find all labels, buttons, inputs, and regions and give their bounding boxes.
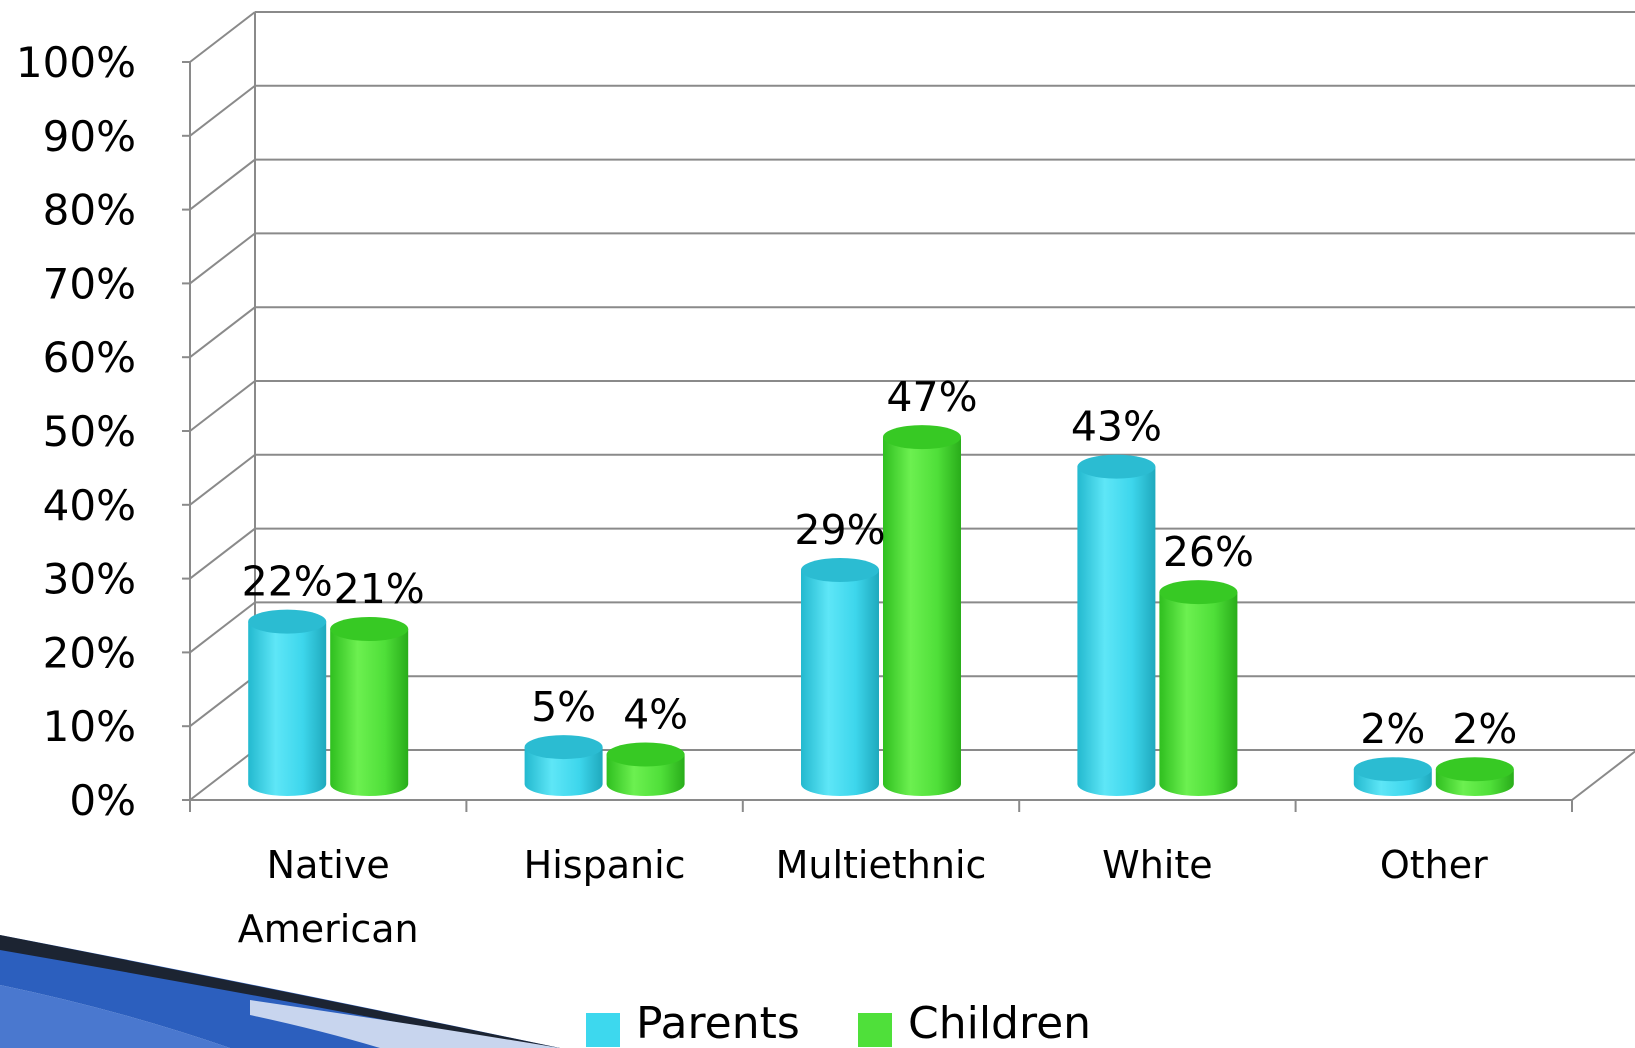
y-tick-label: 100% — [16, 38, 136, 87]
y-tick-label: 80% — [43, 186, 136, 235]
data-label: 5% — [531, 683, 596, 731]
gridline — [182, 84, 1635, 137]
gridline — [182, 749, 256, 801]
y-tick-label: 30% — [43, 555, 136, 604]
gridline — [182, 380, 1635, 432]
y-tick-label: 60% — [43, 333, 136, 382]
legend-item-children: Children — [858, 998, 1091, 1048]
legend-label: Children — [908, 998, 1091, 1048]
data-label: 4% — [623, 690, 688, 738]
x-tick-label: Native — [267, 843, 390, 887]
plot-area: 0% 10% 20% 30% 40% 50% 60% 70% 80% 90% 100% 22% 21%… — [16, 11, 1635, 951]
bar-children — [1435, 757, 1514, 796]
data-label: 26% — [1163, 528, 1254, 576]
bar-parents — [801, 557, 879, 796]
legend-label: Parents — [636, 998, 800, 1048]
data-label: 43% — [1071, 403, 1162, 451]
y-tick-label: 90% — [43, 112, 136, 161]
decorative-ribbon — [0, 935, 560, 1048]
bars — [248, 425, 1514, 796]
x-tick-label: Other — [1380, 843, 1488, 887]
data-label: 22% — [242, 558, 333, 606]
legend-swatch — [858, 1013, 892, 1047]
x-tick-label: American — [238, 907, 419, 951]
bar-children — [883, 425, 961, 796]
x-tick-label: Multiethnic — [776, 843, 987, 887]
gridline — [182, 158, 1635, 211]
data-label: 47% — [886, 373, 977, 421]
gridline — [182, 11, 1635, 63]
bar-children — [330, 617, 409, 796]
bar-parents — [1353, 757, 1432, 796]
data-label: 21% — [334, 565, 425, 613]
bar-parents — [1077, 454, 1156, 796]
x-tick-label: Hispanic — [524, 843, 686, 887]
y-tick-label: 70% — [43, 259, 136, 308]
y-tick-label: 40% — [43, 481, 136, 530]
legend-item-parents: Parents — [586, 998, 800, 1048]
y-tick-label: 0% — [69, 776, 136, 825]
bar-parents — [524, 735, 603, 796]
legend-swatch — [586, 1013, 620, 1047]
gridline — [182, 306, 1635, 359]
legend: Parents Children — [586, 998, 1091, 1048]
y-tick-label: 10% — [43, 702, 136, 751]
data-labels: 22% 21% 5% 4% 29% 47% 43% 26% 2% 2% — [242, 373, 1518, 753]
y-tick-label: 50% — [43, 407, 136, 456]
bar-parents — [248, 609, 327, 796]
x-tick-labels: Native American Hispanic Multiethnic White Ot… — [238, 843, 1488, 951]
y-tick-labels: 0% 10% 20% 30% 40% 50% 60% 70% 80% 90% 100% — [16, 38, 136, 825]
bar-children — [606, 742, 685, 796]
data-label: 2% — [1360, 705, 1425, 753]
data-label: 29% — [794, 506, 885, 554]
y-tick-label: 20% — [43, 628, 136, 677]
data-label: 2% — [1452, 705, 1517, 753]
bar-children — [1159, 580, 1238, 796]
x-tick-label: White — [1102, 843, 1213, 887]
gridline — [182, 232, 1635, 285]
